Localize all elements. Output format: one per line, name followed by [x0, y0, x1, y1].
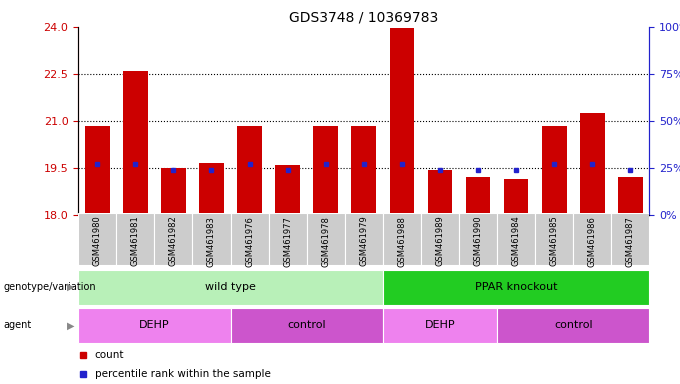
Text: GSM461984: GSM461984: [511, 216, 521, 266]
Text: PPAR knockout: PPAR knockout: [475, 282, 558, 292]
Bar: [459, 213, 497, 265]
Bar: [428, 170, 452, 215]
Text: genotype/variation: genotype/variation: [3, 282, 96, 292]
Bar: [611, 213, 649, 265]
Text: GSM461988: GSM461988: [397, 216, 407, 266]
Text: GSM461976: GSM461976: [245, 216, 254, 266]
Bar: [313, 126, 338, 215]
Bar: [352, 126, 376, 215]
Text: ▶: ▶: [67, 282, 75, 292]
Bar: [421, 213, 459, 265]
Bar: [504, 179, 528, 215]
Bar: [123, 71, 148, 215]
Bar: [199, 163, 224, 215]
Text: agent: agent: [3, 320, 32, 331]
Bar: [466, 177, 490, 215]
Text: control: control: [288, 320, 326, 331]
Text: GSM461986: GSM461986: [588, 216, 597, 266]
Text: GSM461980: GSM461980: [92, 216, 102, 266]
Bar: [269, 213, 307, 265]
Bar: [154, 213, 192, 265]
Text: GSM461977: GSM461977: [283, 216, 292, 266]
Bar: [231, 213, 269, 265]
Bar: [618, 177, 643, 215]
Text: GSM461983: GSM461983: [207, 216, 216, 266]
Text: DEHP: DEHP: [139, 320, 170, 331]
Bar: [383, 213, 421, 265]
Bar: [383, 308, 497, 343]
Text: GSM461982: GSM461982: [169, 216, 178, 266]
Text: GSM461981: GSM461981: [131, 216, 140, 266]
Bar: [85, 126, 109, 215]
Bar: [573, 213, 611, 265]
Text: GSM461987: GSM461987: [626, 216, 635, 266]
Text: GSM461979: GSM461979: [359, 216, 369, 266]
Bar: [231, 308, 383, 343]
Bar: [192, 213, 231, 265]
Bar: [78, 213, 116, 265]
Text: control: control: [554, 320, 592, 331]
Bar: [116, 213, 154, 265]
Bar: [580, 113, 605, 215]
Text: wild type: wild type: [205, 282, 256, 292]
Bar: [237, 126, 262, 215]
Bar: [307, 213, 345, 265]
Text: GSM461978: GSM461978: [321, 216, 330, 266]
Text: GSM461990: GSM461990: [473, 216, 483, 266]
Bar: [497, 308, 649, 343]
Bar: [497, 213, 535, 265]
Bar: [383, 270, 649, 305]
Bar: [345, 213, 383, 265]
Bar: [78, 308, 231, 343]
Text: DEHP: DEHP: [424, 320, 456, 331]
Text: GSM461985: GSM461985: [549, 216, 559, 266]
Title: GDS3748 / 10369783: GDS3748 / 10369783: [289, 10, 439, 24]
Bar: [275, 165, 300, 215]
Bar: [78, 270, 383, 305]
Bar: [390, 28, 414, 215]
Bar: [542, 126, 566, 215]
Text: ▶: ▶: [67, 320, 75, 331]
Bar: [535, 213, 573, 265]
Text: percentile rank within the sample: percentile rank within the sample: [95, 369, 271, 379]
Text: count: count: [95, 350, 124, 360]
Bar: [161, 168, 186, 215]
Text: GSM461989: GSM461989: [435, 216, 445, 266]
